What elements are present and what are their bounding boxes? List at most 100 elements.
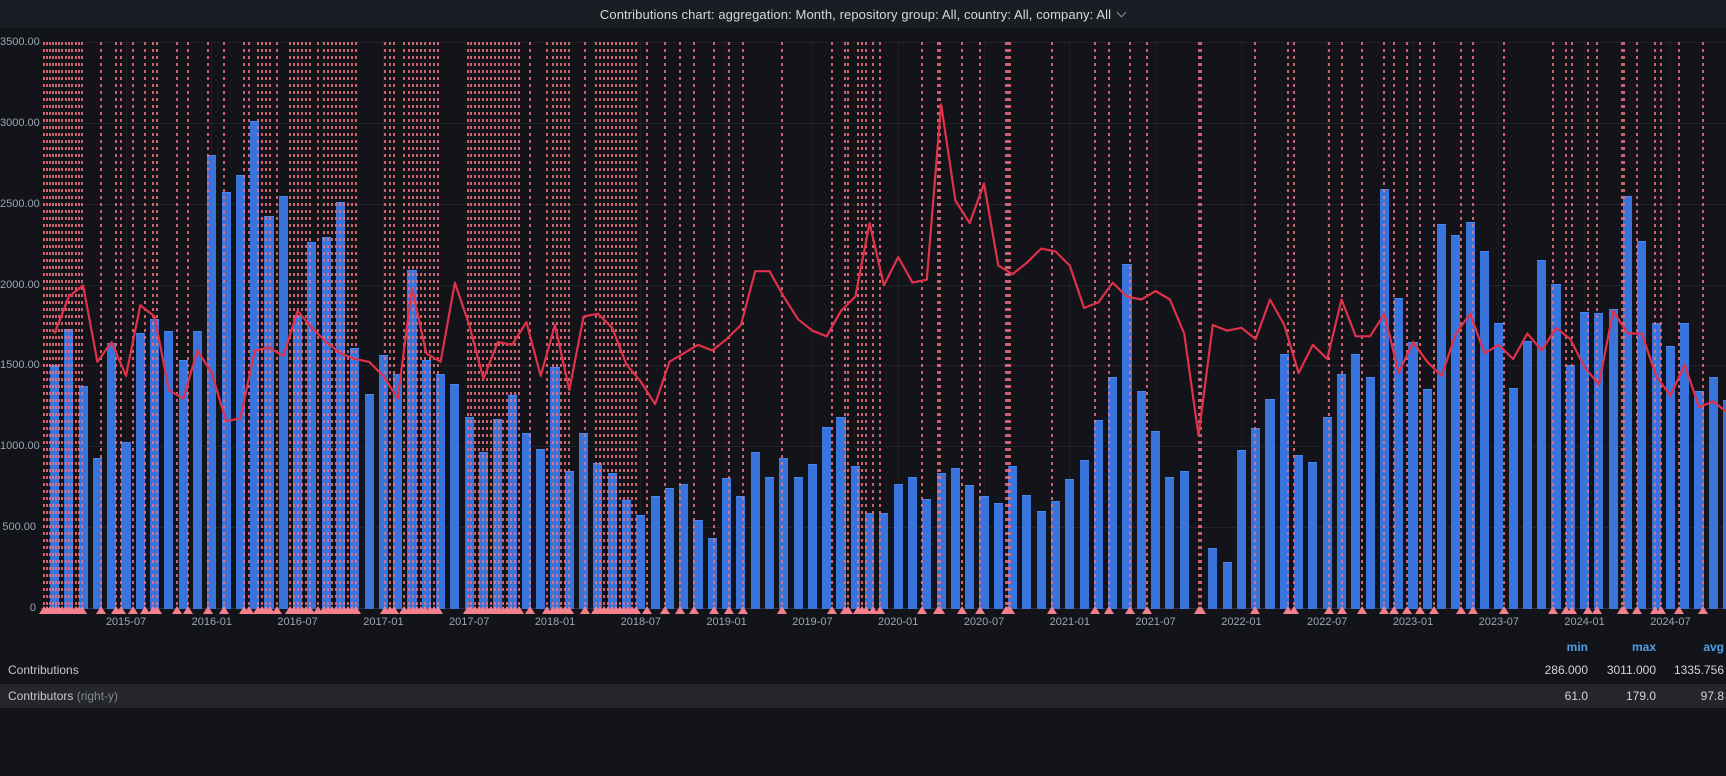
annotation-marker[interactable]	[1196, 606, 1206, 614]
annotation-marker[interactable]	[675, 606, 685, 614]
annotation-marker[interactable]	[542, 606, 552, 614]
annotation-marker[interactable]	[975, 606, 985, 614]
annotation-marker[interactable]	[1561, 606, 1571, 614]
annotation-marker[interactable]	[140, 606, 150, 614]
annotation-marker[interactable]	[1548, 606, 1558, 614]
annotation-marker[interactable]	[1567, 606, 1577, 614]
annotation-marker[interactable]	[1415, 606, 1425, 614]
annotation-marker[interactable]	[1698, 606, 1708, 614]
annotation-line	[939, 42, 941, 608]
annotation-marker[interactable]	[843, 606, 853, 614]
annotation-marker[interactable]	[827, 606, 837, 614]
annotation-marker[interactable]	[642, 606, 652, 614]
legend-series-contributors[interactable]: Contributors (right-y)	[8, 689, 119, 703]
annotation-line	[317, 42, 319, 608]
annotation-marker[interactable]	[631, 606, 641, 614]
annotation-marker[interactable]	[1499, 606, 1509, 614]
annotation-marker[interactable]	[724, 606, 734, 614]
contributions-bar	[350, 348, 360, 609]
panel-title[interactable]: Contributions chart: aggregation: Month,…	[599, 6, 1112, 22]
annotation-marker[interactable]	[96, 606, 106, 614]
annotation-marker[interactable]	[1592, 606, 1602, 614]
annotation-marker[interactable]	[935, 606, 945, 614]
annotation-marker[interactable]	[77, 606, 87, 614]
annotation-marker[interactable]	[351, 606, 361, 614]
annotation-marker[interactable]	[1289, 606, 1299, 614]
legend-col-max[interactable]: max	[1631, 640, 1656, 654]
contributions-bar	[1680, 323, 1690, 609]
annotation-marker[interactable]	[957, 606, 967, 614]
annotation-marker[interactable]	[1090, 606, 1100, 614]
annotation-marker[interactable]	[1005, 606, 1015, 614]
annotation-marker[interactable]	[1632, 606, 1642, 614]
annotation-marker[interactable]	[1468, 606, 1478, 614]
annotation-marker[interactable]	[1619, 606, 1629, 614]
annotation-marker[interactable]	[1125, 606, 1135, 614]
annotation-marker[interactable]	[1250, 606, 1260, 614]
annotation-marker[interactable]	[1389, 606, 1399, 614]
annotation-marker[interactable]	[1337, 606, 1347, 614]
contributions-bar	[807, 464, 817, 609]
x-axis-tick-label: 2016-07	[277, 616, 318, 628]
annotation-marker[interactable]	[203, 606, 213, 614]
annotation-marker[interactable]	[305, 606, 315, 614]
x-gridline	[1241, 42, 1242, 608]
annotation-marker[interactable]	[172, 606, 182, 614]
annotation-line	[132, 42, 134, 608]
annotation-marker[interactable]	[313, 606, 323, 614]
annotation-marker[interactable]	[1047, 606, 1057, 614]
annotation-marker[interactable]	[1656, 606, 1666, 614]
annotation-line	[305, 42, 307, 608]
annotation-marker[interactable]	[917, 606, 927, 614]
annotation-marker[interactable]	[389, 606, 399, 614]
annotation-marker[interactable]	[738, 606, 748, 614]
panel-title-bar[interactable]: Contributions chart: aggregation: Month,…	[0, 0, 1726, 28]
annotation-line	[276, 42, 278, 608]
annotation-marker[interactable]	[1583, 606, 1593, 614]
annotation-marker[interactable]	[868, 606, 878, 614]
annotation-marker[interactable]	[265, 606, 275, 614]
annotation-marker[interactable]	[1324, 606, 1334, 614]
legend-max-value: 179.0	[1625, 689, 1656, 703]
x-gridline	[1413, 42, 1414, 608]
annotation-line	[323, 42, 325, 608]
annotation-marker[interactable]	[1429, 606, 1439, 614]
annotation-marker[interactable]	[660, 606, 670, 614]
annotation-marker[interactable]	[1456, 606, 1466, 614]
legend-col-avg[interactable]: avg	[1703, 640, 1724, 654]
annotation-marker[interactable]	[1674, 606, 1684, 614]
annotation-marker[interactable]	[1283, 606, 1293, 614]
annotation-marker[interactable]	[777, 606, 787, 614]
annotation-marker[interactable]	[1357, 606, 1367, 614]
annotation-marker[interactable]	[1650, 606, 1660, 614]
annotation-marker[interactable]	[514, 606, 524, 614]
annotation-line	[46, 42, 48, 608]
annotation-marker[interactable]	[244, 606, 254, 614]
annotation-marker[interactable]	[525, 606, 535, 614]
annotation-marker[interactable]	[1402, 606, 1412, 614]
legend-col-min[interactable]: min	[1566, 640, 1588, 654]
annotation-marker[interactable]	[152, 606, 162, 614]
legend-series-contributions[interactable]: Contributions	[8, 663, 79, 677]
annotation-marker[interactable]	[219, 606, 229, 614]
chevron-down-icon[interactable]	[1117, 8, 1126, 17]
annotation-marker[interactable]	[861, 606, 871, 614]
annotation-marker[interactable]	[116, 606, 126, 614]
annotation-marker[interactable]	[1104, 606, 1114, 614]
annotation-marker[interactable]	[875, 606, 885, 614]
annotation-line	[470, 42, 472, 608]
annotation-marker[interactable]	[272, 606, 282, 614]
annotation-marker[interactable]	[580, 606, 590, 614]
annotation-line	[331, 42, 333, 608]
annotation-marker[interactable]	[433, 606, 443, 614]
contributions-bar	[192, 331, 203, 609]
annotation-marker[interactable]	[1142, 606, 1152, 614]
annotation-marker[interactable]	[1379, 606, 1389, 614]
annotation-marker[interactable]	[183, 606, 193, 614]
annotation-marker[interactable]	[709, 606, 719, 614]
annotation-marker[interactable]	[128, 606, 138, 614]
annotation-line	[78, 42, 80, 608]
annotation-marker[interactable]	[689, 606, 699, 614]
annotation-marker[interactable]	[564, 606, 574, 614]
